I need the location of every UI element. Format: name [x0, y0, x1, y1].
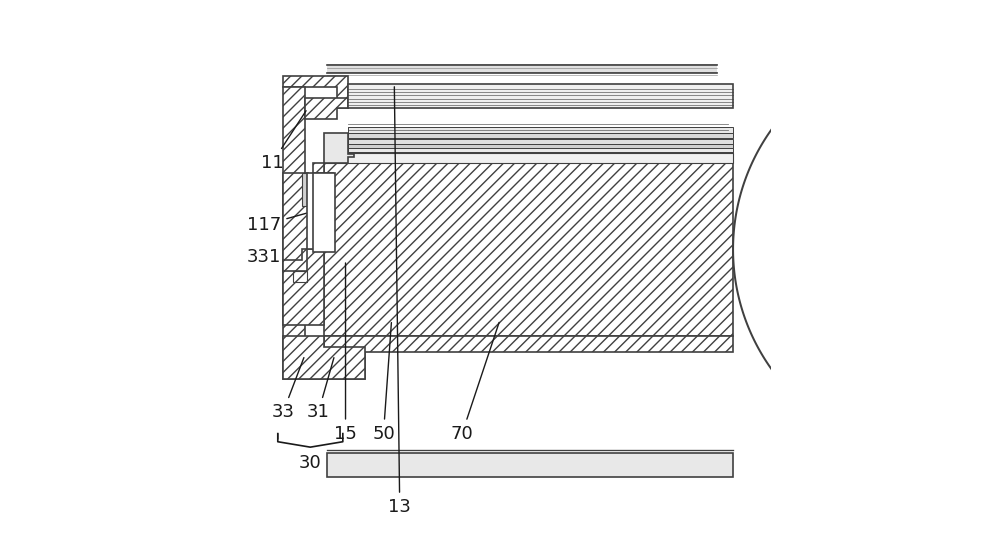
Polygon shape [348, 133, 733, 138]
Text: 331: 331 [247, 248, 299, 267]
Polygon shape [348, 144, 733, 148]
Text: 50: 50 [372, 322, 395, 443]
Polygon shape [283, 336, 364, 379]
Text: 11: 11 [261, 111, 306, 172]
Text: 15: 15 [334, 263, 357, 443]
Polygon shape [327, 453, 733, 477]
Polygon shape [324, 336, 733, 352]
Polygon shape [348, 127, 733, 133]
Polygon shape [348, 139, 733, 144]
Text: 13: 13 [388, 87, 411, 516]
Polygon shape [283, 347, 364, 379]
Text: 33: 33 [272, 358, 304, 421]
Polygon shape [283, 163, 324, 325]
Polygon shape [324, 153, 733, 163]
Text: 70: 70 [451, 322, 499, 443]
Polygon shape [302, 173, 307, 206]
Polygon shape [307, 173, 333, 249]
Polygon shape [348, 84, 733, 108]
Polygon shape [305, 98, 348, 119]
Polygon shape [313, 173, 335, 252]
Polygon shape [283, 249, 307, 271]
Polygon shape [348, 148, 733, 152]
Polygon shape [324, 133, 354, 163]
Polygon shape [293, 271, 307, 282]
Polygon shape [324, 163, 733, 336]
Polygon shape [283, 76, 348, 108]
Text: 30: 30 [299, 454, 322, 473]
Text: 117: 117 [247, 212, 310, 234]
Text: 31: 31 [307, 358, 334, 421]
Polygon shape [348, 152, 733, 156]
Polygon shape [283, 87, 305, 347]
